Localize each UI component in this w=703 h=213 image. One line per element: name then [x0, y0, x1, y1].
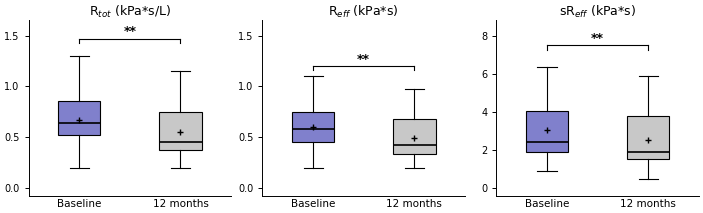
Title: sR$_{eff}$ (kPa*s): sR$_{eff}$ (kPa*s): [559, 4, 636, 20]
Text: **: **: [123, 25, 136, 38]
Text: **: **: [591, 32, 604, 45]
Bar: [159, 112, 202, 150]
Bar: [526, 111, 568, 152]
Bar: [292, 112, 335, 142]
Title: R$_{tot}$ (kPa*s/L): R$_{tot}$ (kPa*s/L): [89, 4, 171, 20]
Bar: [393, 119, 436, 154]
Bar: [58, 101, 101, 135]
Title: R$_{eff}$ (kPa*s): R$_{eff}$ (kPa*s): [328, 4, 399, 20]
Bar: [627, 116, 669, 159]
Text: **: **: [357, 53, 370, 66]
